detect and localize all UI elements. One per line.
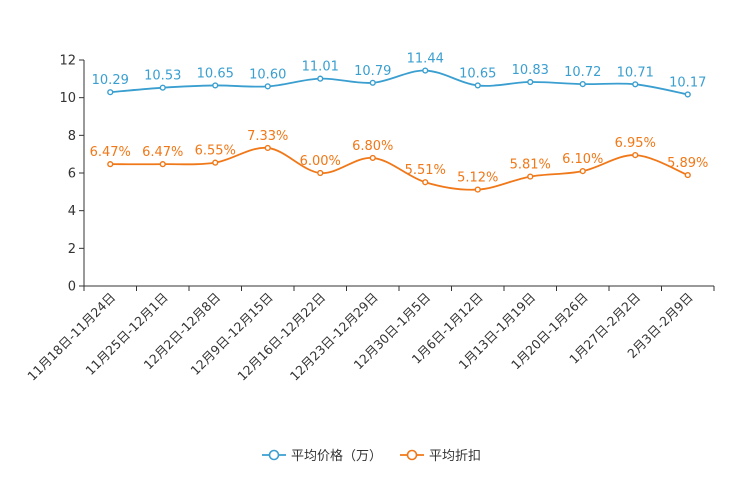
series-line-0 [110,69,688,96]
y-tick-label: 2 [68,242,76,257]
series-0-point[interactable] [474,82,481,89]
series-0-data-label: 10.17 [669,75,706,90]
series-1-data-label: 6.95% [615,136,656,151]
series-0-data-label: 10.65 [459,66,496,81]
series-0-data-label: 10.71 [617,65,654,80]
legend-0-marker[interactable] [268,449,280,461]
series-1-data-label: 6.47% [90,145,131,160]
series-1-point[interactable] [474,186,481,193]
series-1-point[interactable] [212,159,219,166]
series-0-data-label: 10.29 [92,73,129,88]
series-0-point[interactable] [422,67,429,74]
legend-1-marker[interactable] [406,449,418,461]
series-0-point[interactable] [632,81,639,88]
y-tick-label: 12 [59,54,76,69]
series-1-point[interactable] [159,161,166,168]
y-tick-label: 10 [59,91,76,106]
series-0-point[interactable] [159,84,166,91]
legend-0-label[interactable]: 平均价格（万） [291,448,382,464]
series-0-point[interactable] [317,75,324,82]
series-line-1 [110,147,689,191]
series-0-data-label: 10.60 [249,67,286,82]
series-1-data-label: 5.51% [405,163,446,178]
series-1-data-label: 5.89% [667,156,708,171]
x-tick-label: 12月23日-12月29日 [287,290,381,384]
series-1-point[interactable] [579,168,586,175]
series-1-point[interactable] [369,154,376,162]
series-0-point[interactable] [527,78,534,86]
series-1-data-label: 5.81% [510,158,551,173]
series-0-point[interactable] [579,81,586,88]
series-1-data-label: 6.80% [352,139,393,154]
series-0-data-label: 10.83 [512,63,549,78]
series-1-point[interactable] [422,179,429,186]
legend-1-label[interactable]: 平均折扣 [429,449,481,464]
series-1-data-label: 6.55% [195,144,236,159]
series-1-point[interactable] [264,144,271,152]
series-0-data-label: 11.01 [302,60,339,75]
series-0-point[interactable] [107,89,114,96]
series-1-data-label: 5.12% [457,171,498,186]
y-tick-label: 6 [68,167,76,182]
series-0-data-label: 10.53 [144,69,181,84]
y-tick-label: 8 [68,129,76,144]
series-1-point[interactable] [632,152,639,159]
series-0-point[interactable] [212,82,219,89]
series-0-point[interactable] [684,91,691,98]
series-1-point[interactable] [107,161,114,168]
x-tick-label: 11月18日-11月24日 [24,290,118,384]
y-tick-label: 4 [68,204,76,219]
x-tick-label: 12月16日-12月22日 [234,290,328,384]
series-0-point[interactable] [369,79,376,86]
series-0-data-label: 10.79 [354,64,391,79]
series-1-data-label: 7.33% [247,129,288,144]
series-0-point[interactable] [264,83,271,90]
series-1-point[interactable] [527,173,534,180]
series-0-data-label: 10.72 [564,65,601,80]
series-0-data-label: 10.65 [197,66,234,81]
series-0-data-label: 11.44 [407,52,444,67]
y-tick-label: 0 [68,280,76,295]
series-1-data-label: 6.10% [562,152,603,167]
series-1-point[interactable] [684,171,691,179]
series-1-point[interactable] [317,169,324,177]
series-1-data-label: 6.00% [300,154,341,169]
series-1-data-label: 6.47% [142,145,183,160]
